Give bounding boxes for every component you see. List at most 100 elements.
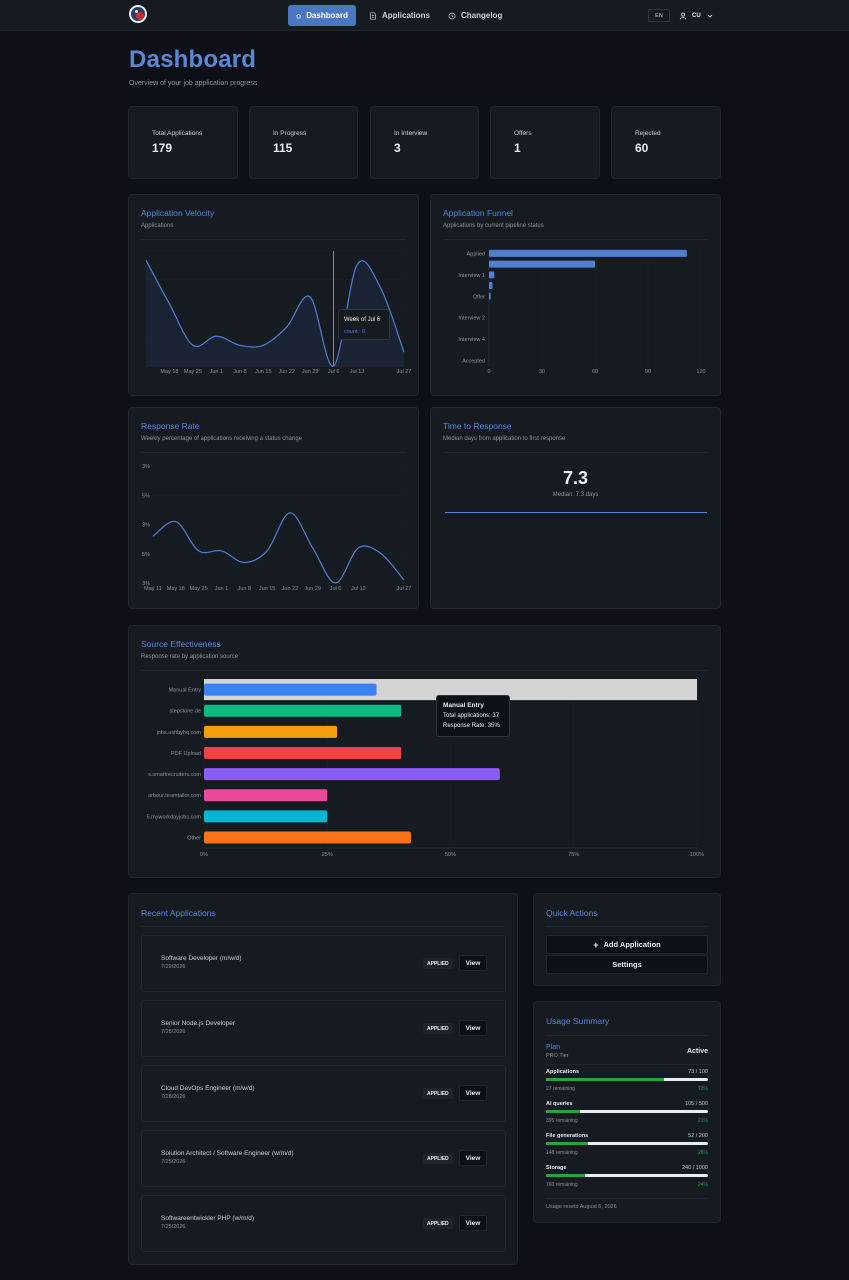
usage-value: 105 / 500: [685, 1101, 708, 1107]
source-effectiveness-panel: Source Effectiveness Response rate by ap…: [128, 625, 721, 878]
stat-card-in-interview: In Interview 3: [370, 106, 479, 179]
stat-card-total: Total Applications 179: [128, 106, 238, 179]
application-title: Software Developer (m/w/d): [161, 955, 242, 962]
panel-title: Time to Response: [443, 421, 512, 431]
usage-storage: Storage 240 / 1000 760 remaining 24%: [546, 1165, 708, 1191]
stat-card-in-progress: In Progress 115: [249, 106, 358, 179]
x-tick-label: 30: [539, 369, 545, 375]
view-button[interactable]: View: [459, 1215, 487, 1231]
user-initials: CU: [692, 12, 701, 19]
x-tick-label: Jul 27: [397, 586, 412, 592]
y-tick-label: Accepted: [462, 359, 485, 365]
x-tick-label: Jun 22: [282, 586, 299, 592]
response-rate-chart[interactable]: 3%5%3%5%3%May 11 May 18 May 25 Jun 1 Jun 8 Ju…: [129, 408, 420, 610]
usage-label: Storage: [546, 1165, 567, 1171]
application-velocity-panel: Application Velocity Applications May 18…: [128, 194, 419, 396]
application-title: Solution Architect / Software Engineer (…: [161, 1150, 294, 1157]
nav-applications[interactable]: Applications: [361, 5, 438, 26]
usage-value: 52 / 200: [688, 1133, 708, 1139]
x-tick-label: 60: [592, 369, 598, 375]
y-tick-label: Other: [187, 835, 201, 841]
list-item[interactable]: Softwareentwickler PHP (w/m/d) 7/25/2026…: [141, 1195, 506, 1252]
velocity-chart[interactable]: May 18 May 25 Jun 1 Jun 8 Jun 15 Jun 22 Jun 29…: [129, 195, 420, 397]
plan-tier: PRO Tier: [546, 1053, 569, 1059]
view-button[interactable]: View: [459, 955, 487, 971]
top-navigation-bar: Dashboard Applications Changelog EN CU: [0, 0, 849, 31]
view-button[interactable]: View: [459, 1150, 487, 1166]
time-to-response-panel: Time to Response Median days from applic…: [430, 407, 721, 609]
x-tick-label: 0%: [200, 852, 208, 858]
median-line: [445, 512, 707, 513]
panel-subtitle: Median days from application to first re…: [443, 436, 566, 442]
stat-value: 1: [514, 141, 521, 155]
x-tick-label: 100%: [690, 852, 704, 858]
x-tick-label: May 25: [190, 586, 208, 592]
list-item[interactable]: Solution Architect / Software Engineer (…: [141, 1130, 506, 1187]
nav-changelog-label: Changelog: [461, 11, 503, 20]
application-funnel-panel: Application Funnel Applications by curre…: [430, 194, 721, 396]
y-tick-label: PDF Upload: [171, 751, 201, 757]
nav-changelog[interactable]: Changelog: [440, 5, 510, 26]
settings-button[interactable]: Settings: [546, 955, 708, 974]
tooltip-line: Response Rate: 35%: [443, 723, 500, 729]
tooltip-value: count : 0: [344, 329, 366, 335]
y-tick-label: jobs.ashbyhq.com: [156, 730, 202, 736]
x-tick-label: 25%: [322, 852, 333, 858]
app-logo-icon[interactable]: [129, 5, 147, 23]
view-button[interactable]: View: [459, 1085, 487, 1101]
y-tick-label: 5%: [142, 552, 150, 558]
home-icon: [296, 13, 301, 18]
bar: [204, 768, 500, 781]
list-item[interactable]: Cloud DevOps Engineer (m/w/d) 7/28/2026 …: [141, 1065, 506, 1122]
bar: [489, 271, 495, 279]
bar: [489, 249, 687, 257]
x-tick-label: Jun 8: [233, 369, 246, 375]
user-icon: [679, 12, 687, 19]
status-badge: APPLIED: [423, 1023, 453, 1034]
user-menu[interactable]: CU: [679, 9, 714, 22]
chevron-down-icon: [707, 14, 712, 18]
list-item[interactable]: Senior Node.js Developer 7/28/2026 APPLI…: [141, 1000, 506, 1057]
stat-value: 115: [273, 141, 293, 155]
x-tick-label: Jun 15: [255, 369, 272, 375]
panel-title: Application Funnel: [443, 208, 513, 218]
nav-dashboard[interactable]: Dashboard: [288, 5, 356, 26]
stat-value: 179: [152, 141, 173, 155]
usage-remaining: 27 remaining: [546, 1086, 575, 1092]
y-tick-label: stepstone.de: [170, 709, 202, 715]
bar: [489, 260, 595, 268]
divider: [141, 926, 505, 927]
usage-applications: Applications 73 / 100 27 remaining 73%: [546, 1069, 708, 1095]
usage-reset-note: Usage resets August 6, 2026: [546, 1204, 617, 1210]
language-switcher[interactable]: EN: [648, 9, 670, 22]
divider: [443, 452, 708, 453]
x-tick-label: Jun 29: [302, 369, 319, 375]
usage-progress-fill: [546, 1142, 589, 1145]
usage-progress-fill: [546, 1110, 581, 1113]
bar: [489, 282, 493, 290]
y-tick-label: Interview 2: [458, 316, 485, 322]
series-line: [145, 259, 405, 367]
recent-applications-panel: Recent Applications Software Developer (…: [128, 893, 518, 1265]
usage-progress-bar: [546, 1174, 708, 1177]
add-application-button[interactable]: + Add Application: [546, 935, 708, 954]
x-tick-label: Jun 1: [210, 369, 223, 375]
divider: [546, 926, 708, 927]
source-effectiveness-chart[interactable]: 0% 25% 50% 75% 100% Manual Entry stepstone.de j…: [129, 626, 722, 879]
usage-progress-bar: [546, 1110, 708, 1113]
x-tick-label: 75%: [568, 852, 579, 858]
nav-dashboard-label: Dashboard: [306, 11, 348, 20]
stat-label: In Interview: [394, 130, 428, 137]
application-date: 7/25/2026: [161, 1224, 186, 1230]
usage-percent: 26%: [697, 1150, 708, 1156]
x-tick-label: 90: [645, 369, 651, 375]
list-item[interactable]: Software Developer (m/w/d) 7/29/2026 APP…: [141, 935, 506, 992]
usage-percent: 73%: [697, 1086, 708, 1092]
x-tick-label: Jun 8: [238, 586, 251, 592]
x-tick-label: 0: [487, 369, 490, 375]
view-button[interactable]: View: [459, 1020, 487, 1036]
status-badge: APPLIED: [423, 1218, 453, 1229]
divider: [141, 452, 406, 453]
funnel-chart[interactable]: 0 30 60 90 120 Applied Interview 1 Offer Intervi…: [431, 195, 722, 397]
stat-label: In Progress: [273, 130, 307, 137]
